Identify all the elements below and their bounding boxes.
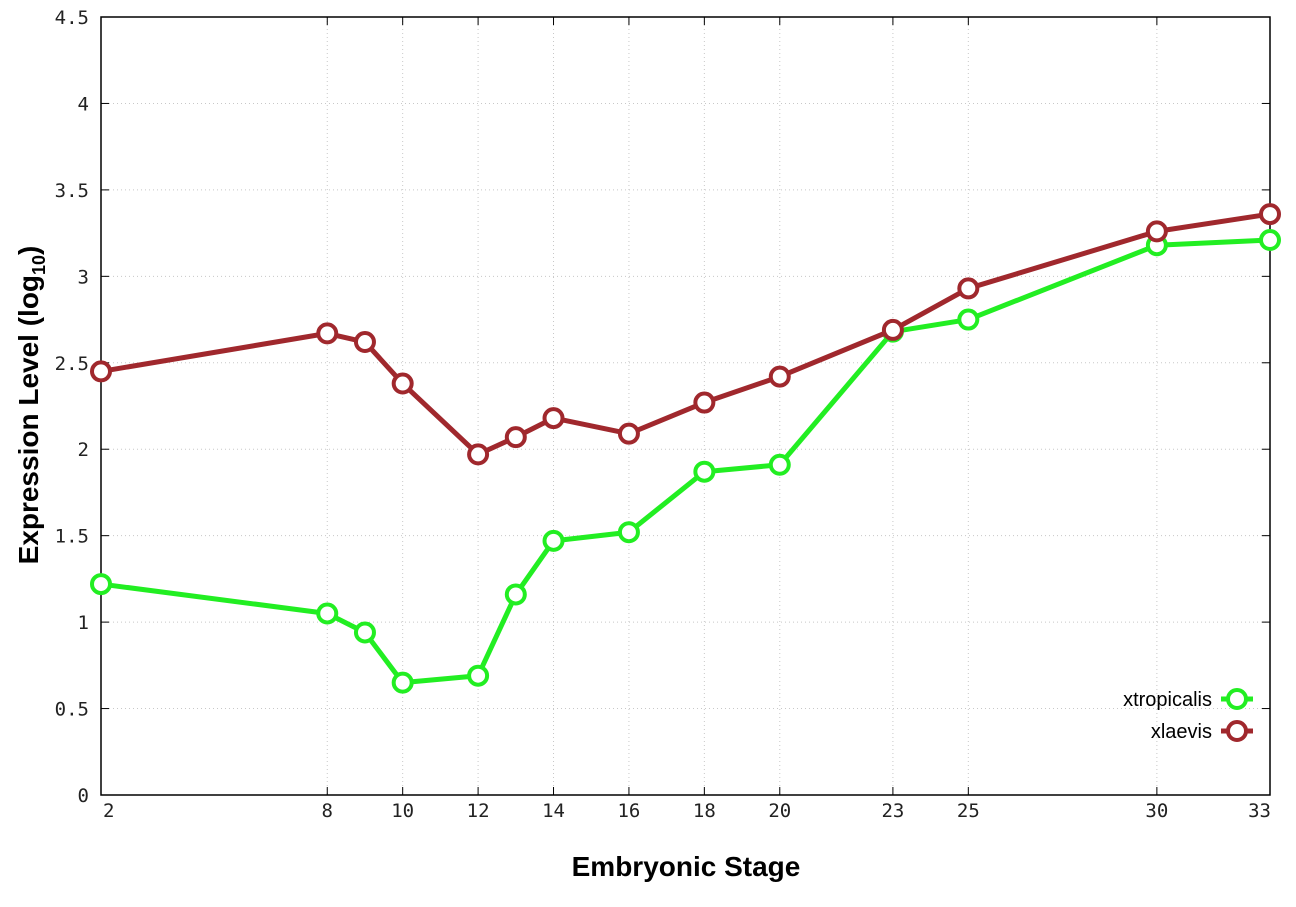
x-axis-ticks: 2 8 10 12 14 16 18 20 23 25 30 33 [100, 17, 1271, 822]
legend-swatch-marker [1226, 720, 1248, 742]
legend-swatch-marker [1226, 688, 1248, 710]
series-layer [90, 203, 1281, 694]
y-tick-label: 2 [78, 439, 89, 461]
data-point-xlaevis [1145, 220, 1168, 243]
series-line-xtropicalis [100, 237, 1271, 686]
data-point-xlaevis [693, 391, 716, 414]
y-tick-label: 1 [78, 612, 89, 634]
data-point-xlaevis [881, 318, 904, 341]
y-axis-title-main: Expression Level (log [13, 275, 44, 564]
plot-frame [100, 16, 1271, 796]
x-tick-label: 25 [957, 800, 980, 822]
data-point-xtropicalis [316, 602, 339, 625]
data-point-xlaevis [504, 426, 527, 449]
y-axis-title-close: ) [13, 246, 44, 255]
series-line-xlaevis [100, 211, 1271, 457]
x-tick-label: 30 [1145, 800, 1168, 822]
data-point-xtropicalis [90, 573, 112, 596]
legend-item-xlaevis: xlaevis [1151, 720, 1253, 743]
data-point-xlaevis [542, 407, 565, 430]
grid-lines [100, 16, 1271, 796]
x-tick-label: 23 [881, 800, 904, 822]
y-axis-title: Expression Level (log10) [13, 246, 49, 565]
x-tick-label: 16 [617, 800, 640, 822]
x-tick-label: 8 [322, 800, 333, 822]
y-tick-label: 1.5 [55, 526, 89, 548]
x-tick-label: 33 [1248, 800, 1271, 822]
x-tick-label: 18 [693, 800, 716, 822]
y-tick-label: 3 [78, 266, 89, 288]
y-tick-label: 3.5 [55, 180, 89, 202]
data-point-xtropicalis [617, 521, 640, 544]
y-axis-title-subscript: 10 [29, 255, 49, 275]
data-point-xlaevis [391, 372, 414, 395]
y-tick-label: 0 [78, 785, 89, 807]
data-point-xtropicalis [693, 460, 716, 483]
data-point-xlaevis [617, 422, 640, 445]
data-point-xlaevis [316, 322, 339, 345]
x-tick-label: 10 [391, 800, 414, 822]
legend: xtropicalis xlaevis [1123, 688, 1253, 743]
x-tick-label: 12 [467, 800, 490, 822]
x-tick-label: 14 [542, 800, 565, 822]
data-point-xlaevis [1259, 203, 1281, 226]
data-point-xlaevis [353, 331, 376, 354]
x-tick-label: 2 [103, 800, 114, 822]
legend-label: xlaevis [1151, 721, 1212, 743]
data-point-xtropicalis [957, 308, 980, 331]
data-point-xtropicalis [768, 453, 791, 476]
data-point-xtropicalis [353, 621, 376, 644]
legend-item-xtropicalis: xtropicalis [1123, 688, 1253, 711]
y-tick-label: 0.5 [55, 699, 89, 721]
data-point-xtropicalis [391, 671, 414, 694]
y-axis-ticks: 0 0.5 1 1.5 2 2.5 3 3.5 4 4.5 [55, 7, 1270, 807]
data-point-xlaevis [90, 360, 112, 383]
data-point-xlaevis [768, 365, 791, 388]
data-point-xlaevis [957, 277, 980, 300]
series-xlaevis [90, 203, 1281, 466]
data-point-xtropicalis [467, 664, 490, 687]
data-point-xtropicalis [504, 583, 527, 606]
y-tick-label: 4.5 [55, 7, 89, 29]
x-tick-label: 20 [768, 800, 791, 822]
data-point-xlaevis [467, 443, 490, 466]
data-point-xtropicalis [1259, 229, 1281, 252]
x-axis-title: Embryonic Stage [572, 851, 801, 882]
y-tick-label: 2.5 [55, 353, 89, 375]
legend-label: xtropicalis [1123, 689, 1212, 711]
y-tick-label: 4 [78, 93, 89, 115]
data-point-xtropicalis [542, 529, 565, 552]
